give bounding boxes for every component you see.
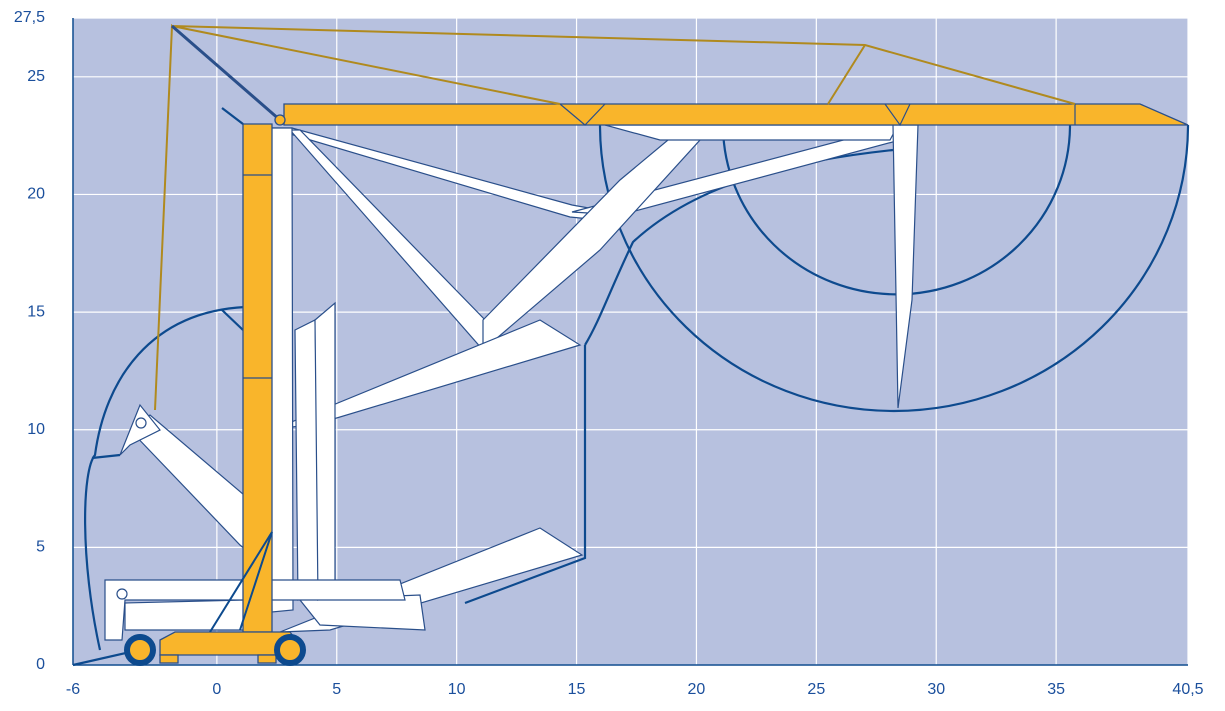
envelope-curve (221, 107, 244, 331)
boom (104, 579, 406, 641)
jib (283, 103, 1189, 126)
y-tick-label: 25 (27, 68, 45, 85)
x-tick-label: 15 (568, 681, 586, 698)
y-tick-label: 27,5 (14, 9, 45, 26)
strut (209, 531, 273, 633)
y-tick-label: 15 (27, 303, 45, 320)
y-tick-label: 0 (36, 656, 45, 673)
boom (119, 403, 161, 456)
envelope-curve (84, 305, 246, 651)
jib-joint (559, 103, 1076, 127)
x-tick-label: 5 (332, 681, 341, 698)
pivot (116, 588, 128, 600)
crane (72, 23, 1190, 667)
x-tick-label: 20 (688, 681, 706, 698)
pivot (274, 114, 286, 126)
x-tick-label: 0 (212, 681, 221, 698)
envelope-curve (72, 650, 131, 667)
outrigger (159, 654, 179, 664)
x-tick-label: 10 (448, 681, 466, 698)
y-tick-label: 20 (27, 186, 45, 203)
x-tick-label: 35 (1047, 681, 1065, 698)
pivot (135, 417, 147, 429)
x-tick-label: -6 (66, 681, 80, 698)
x-tick-label: 40,5 (1172, 681, 1203, 698)
x-tick-label: 30 (927, 681, 945, 698)
x-tick-label: 25 (807, 681, 825, 698)
wheel (124, 634, 156, 666)
boom (314, 301, 336, 602)
outrigger (257, 654, 277, 664)
mast-joint (243, 174, 272, 379)
y-tick-label: 10 (27, 421, 45, 438)
y-tick-label: 5 (36, 539, 45, 556)
envelope-curve (464, 345, 587, 605)
envelope-curve (91, 453, 121, 460)
envelope-curve (598, 124, 1190, 412)
wheel (274, 634, 306, 666)
tie-line (171, 24, 281, 122)
